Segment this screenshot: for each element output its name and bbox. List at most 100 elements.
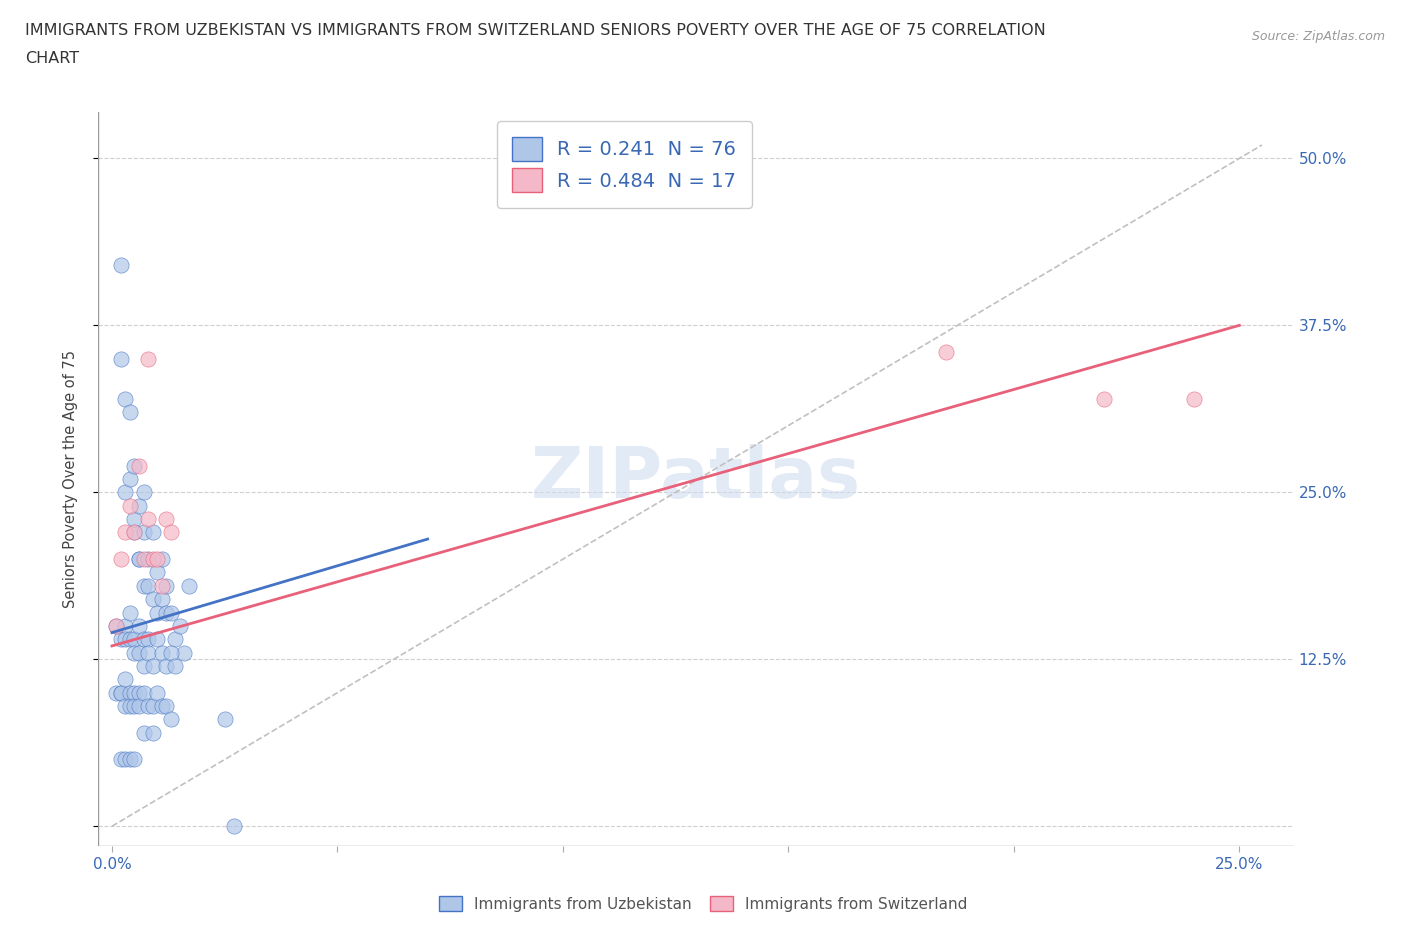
Point (159, 712, 181, 727)
Point (165, 631, 187, 646)
Point (159, 605, 181, 620)
Point (114, 618, 136, 633)
Point (118, 405, 141, 419)
Point (124, 458, 146, 473)
Point (128, 551, 150, 566)
Point (110, 258, 132, 272)
Point (136, 551, 159, 566)
Point (110, 551, 132, 566)
Point (169, 618, 191, 633)
Point (146, 551, 169, 566)
Point (128, 698, 150, 713)
Point (124, 512, 146, 526)
Point (136, 631, 159, 646)
Point (124, 645, 146, 660)
Point (150, 551, 173, 566)
Point (132, 551, 155, 566)
Point (222, 818, 245, 833)
Point (159, 525, 181, 539)
Point (118, 605, 141, 620)
Point (935, 345, 957, 360)
Point (136, 512, 159, 526)
Point (124, 752, 146, 767)
Point (118, 472, 141, 486)
Point (141, 658, 163, 673)
Point (214, 712, 236, 727)
Point (105, 618, 128, 633)
Point (141, 591, 163, 606)
Legend: R = 0.241  N = 76, R = 0.484  N = 17: R = 0.241 N = 76, R = 0.484 N = 17 (496, 121, 752, 207)
Point (155, 512, 177, 526)
Point (177, 578, 200, 593)
Point (105, 618, 128, 633)
Point (141, 525, 163, 539)
Point (155, 698, 177, 713)
Point (114, 698, 136, 713)
Point (132, 525, 155, 539)
Point (1182, 392, 1205, 406)
Point (132, 658, 155, 673)
Point (114, 485, 136, 499)
Point (124, 631, 146, 646)
Point (141, 698, 163, 713)
Point (146, 685, 169, 700)
Point (118, 631, 141, 646)
Point (114, 671, 136, 686)
Point (118, 685, 141, 700)
Point (128, 645, 150, 660)
Point (155, 605, 177, 620)
Point (128, 551, 150, 566)
Point (128, 458, 150, 473)
Point (155, 658, 177, 673)
Point (150, 591, 173, 606)
Point (110, 352, 132, 366)
Text: CHART: CHART (25, 51, 79, 66)
Point (132, 725, 155, 740)
Point (146, 565, 169, 580)
Point (124, 525, 146, 539)
Y-axis label: Seniors Poverty Over the Age of 75: Seniors Poverty Over the Age of 75 (63, 350, 77, 608)
Point (110, 685, 132, 700)
Point (1092, 392, 1115, 406)
Point (132, 485, 155, 499)
Point (114, 525, 136, 539)
Point (141, 725, 163, 740)
Point (136, 578, 159, 593)
Point (136, 645, 159, 660)
Point (128, 618, 150, 633)
Point (141, 551, 163, 566)
Point (110, 631, 132, 646)
Point (173, 645, 195, 660)
Point (118, 698, 141, 713)
Point (150, 698, 173, 713)
Point (118, 498, 141, 513)
Point (105, 685, 128, 700)
Point (110, 752, 132, 767)
Point (124, 525, 146, 539)
Point (136, 352, 159, 366)
Point (132, 685, 155, 700)
Point (132, 631, 155, 646)
Legend: Immigrants from Uzbekistan, Immigrants from Switzerland: Immigrants from Uzbekistan, Immigrants f… (433, 889, 973, 918)
Point (165, 658, 187, 673)
Point (146, 631, 169, 646)
Point (124, 698, 146, 713)
Point (136, 698, 159, 713)
Point (150, 578, 173, 593)
Point (110, 685, 132, 700)
Text: IMMIGRANTS FROM UZBEKISTAN VS IMMIGRANTS FROM SWITZERLAND SENIORS POVERTY OVER T: IMMIGRANTS FROM UZBEKISTAN VS IMMIGRANTS… (25, 23, 1046, 38)
Point (118, 752, 141, 767)
Point (159, 645, 181, 660)
Point (150, 645, 173, 660)
Point (132, 578, 155, 593)
Point (128, 498, 150, 513)
Point (128, 685, 150, 700)
Text: Source: ZipAtlas.com: Source: ZipAtlas.com (1251, 30, 1385, 43)
Point (114, 631, 136, 646)
Point (155, 578, 177, 593)
Point (114, 752, 136, 767)
Point (146, 605, 169, 620)
Text: ZIPatlas: ZIPatlas (531, 445, 860, 513)
Point (114, 392, 136, 406)
Point (124, 685, 146, 700)
